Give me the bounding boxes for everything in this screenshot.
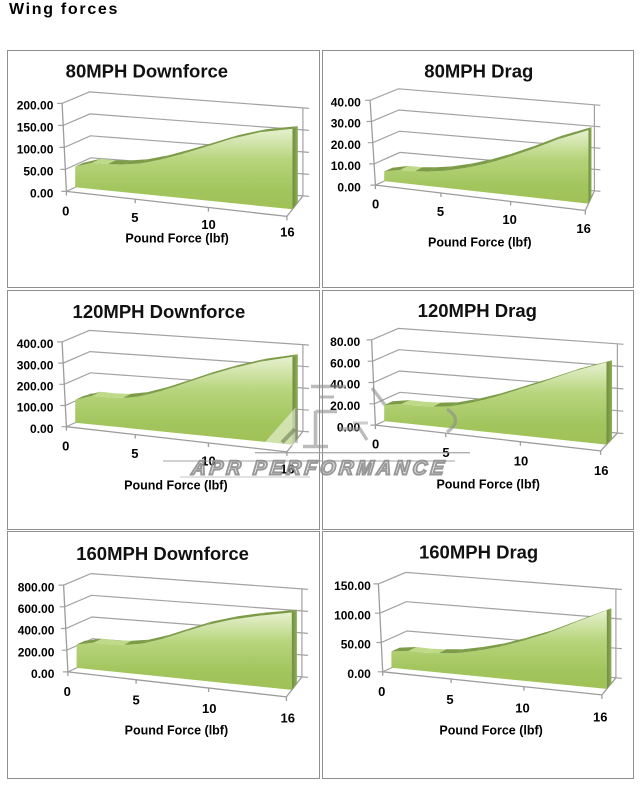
svg-text:10: 10 [502, 212, 516, 227]
svg-text:10: 10 [201, 217, 215, 232]
svg-text:10.00: 10.00 [331, 159, 361, 173]
svg-text:0.00: 0.00 [337, 420, 361, 434]
svg-text:80MPH Drag: 80MPH Drag [424, 60, 533, 81]
svg-text:5: 5 [131, 210, 138, 225]
svg-text:150.00: 150.00 [17, 121, 54, 135]
svg-text:800.00: 800.00 [18, 580, 55, 594]
svg-text:16: 16 [280, 225, 294, 240]
svg-text:Pound Force (lbf): Pound Force (lbf) [439, 724, 542, 738]
svg-text:50.00: 50.00 [341, 638, 371, 652]
svg-text:0: 0 [378, 684, 385, 699]
svg-text:200.00: 200.00 [17, 99, 54, 113]
svg-text:120MPH Drag: 120MPH Drag [418, 300, 537, 321]
svg-text:0: 0 [62, 439, 69, 454]
svg-text:20.00: 20.00 [331, 138, 361, 152]
svg-text:300.00: 300.00 [17, 358, 54, 372]
svg-text:100.00: 100.00 [17, 401, 54, 415]
svg-text:600.00: 600.00 [18, 602, 55, 616]
svg-text:200.00: 200.00 [18, 645, 55, 659]
svg-text:40.00: 40.00 [330, 378, 360, 392]
svg-text:10: 10 [202, 701, 216, 716]
svg-text:5: 5 [132, 692, 139, 707]
svg-text:150.00: 150.00 [334, 579, 371, 593]
svg-text:60.00: 60.00 [330, 356, 360, 370]
svg-text:30.00: 30.00 [331, 117, 361, 131]
svg-text:0.00: 0.00 [30, 187, 54, 201]
svg-text:0: 0 [62, 203, 69, 218]
svg-text:0: 0 [372, 196, 379, 211]
svg-text:Pound Force (lbf): Pound Force (lbf) [428, 236, 531, 250]
svg-text:5: 5 [131, 446, 138, 461]
svg-text:16: 16 [576, 221, 590, 236]
svg-text:400.00: 400.00 [18, 624, 55, 638]
svg-text:10: 10 [515, 701, 529, 716]
svg-text:0: 0 [372, 436, 379, 451]
svg-text:APR PERFORMANCE: APR PERFORMANCE [190, 458, 449, 480]
svg-text:20.00: 20.00 [330, 399, 360, 413]
svg-text:Pound Force (lbf): Pound Force (lbf) [124, 478, 227, 492]
svg-text:16: 16 [281, 711, 295, 726]
svg-text:16: 16 [593, 710, 607, 725]
svg-text:5: 5 [437, 204, 444, 219]
svg-text:10: 10 [514, 454, 528, 469]
svg-text:0.00: 0.00 [337, 180, 361, 194]
svg-text:80.00: 80.00 [330, 335, 360, 349]
svg-text:160MPH Drag: 160MPH Drag [419, 541, 538, 562]
svg-text:16: 16 [594, 463, 608, 478]
svg-text:0.00: 0.00 [31, 667, 55, 681]
svg-text:Pound Force (lbf): Pound Force (lbf) [125, 723, 228, 737]
svg-text:120MPH Downforce: 120MPH Downforce [73, 301, 246, 322]
svg-text:5: 5 [446, 692, 453, 707]
svg-text:50.00: 50.00 [23, 165, 53, 179]
svg-text:100.00: 100.00 [334, 608, 371, 622]
svg-text:Pound Force (lbf): Pound Force (lbf) [436, 478, 539, 492]
svg-text:40.00: 40.00 [331, 96, 361, 110]
svg-text:80MPH Downforce: 80MPH Downforce [66, 61, 228, 82]
svg-text:160MPH Downforce: 160MPH Downforce [76, 543, 249, 564]
svg-text:0.00: 0.00 [347, 667, 371, 681]
svg-text:0: 0 [64, 684, 71, 699]
svg-text:0.00: 0.00 [30, 422, 54, 436]
svg-text:16: 16 [280, 461, 294, 476]
svg-text:100.00: 100.00 [17, 143, 54, 157]
svg-text:200.00: 200.00 [17, 380, 54, 394]
svg-text:400.00: 400.00 [17, 337, 54, 351]
svg-text:Pound Force (lbf): Pound Force (lbf) [125, 232, 228, 246]
